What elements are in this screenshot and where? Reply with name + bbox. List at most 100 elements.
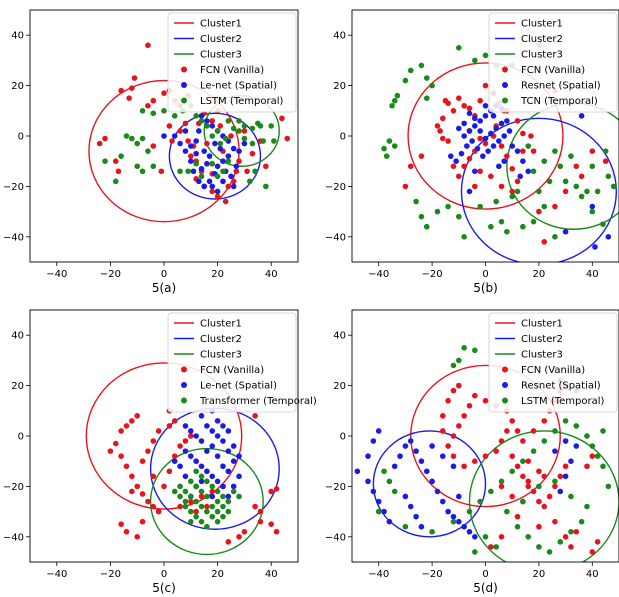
- x-tick-label: −20: [100, 569, 121, 580]
- data-point: [171, 458, 178, 465]
- data-point: [461, 133, 467, 139]
- data-point: [241, 135, 248, 142]
- data-point: [509, 453, 515, 459]
- data-point: [182, 498, 189, 505]
- y-tick-label: 20: [333, 81, 346, 92]
- legend-label: Le-net (Spatial): [200, 81, 277, 92]
- data-point: [150, 110, 157, 117]
- data-point: [472, 123, 478, 129]
- data-point: [536, 544, 542, 550]
- data-point: [112, 158, 119, 164]
- data-point: [605, 173, 612, 180]
- data-point: [504, 118, 510, 124]
- data-point: [456, 518, 462, 525]
- data-point: [407, 503, 414, 510]
- cluster-circle-3: [149, 447, 264, 556]
- data-point: [201, 148, 207, 154]
- data-point: [456, 213, 462, 220]
- data-point: [381, 468, 387, 475]
- data-point: [490, 143, 497, 149]
- data-point: [198, 518, 205, 525]
- data-point: [472, 347, 478, 354]
- data-point: [257, 508, 264, 515]
- data-point: [402, 523, 409, 530]
- x-tick-label: 0: [161, 269, 167, 280]
- data-point: [477, 498, 483, 505]
- legend-box: [167, 12, 297, 113]
- subplot-5a: −40 −20 0 20 40−40−20020405(a)Cluster1Cluste…: [3, 9, 299, 295]
- data-point: [222, 135, 229, 142]
- legend-box: [488, 12, 618, 113]
- data-point: [188, 478, 194, 485]
- data-point: [139, 135, 146, 142]
- data-point: [198, 113, 205, 119]
- data-point: [209, 513, 216, 520]
- data-point: [557, 539, 564, 545]
- data-point: [418, 523, 425, 530]
- data-point: [493, 125, 499, 132]
- data-point: [482, 453, 489, 459]
- data-point: [193, 150, 199, 157]
- x-tick-label: 40: [586, 269, 599, 280]
- data-point: [439, 453, 446, 459]
- data-point: [456, 357, 462, 364]
- data-point: [461, 345, 467, 351]
- data-point: [257, 123, 264, 129]
- data-point: [450, 108, 457, 114]
- data-point: [139, 168, 146, 175]
- data-point: [225, 498, 232, 505]
- data-point: [204, 508, 210, 515]
- data-point: [214, 498, 221, 505]
- data-point: [488, 173, 494, 180]
- data-point: [573, 163, 580, 170]
- legend-dot-marker: [181, 366, 187, 373]
- data-point: [161, 90, 167, 96]
- data-point: [485, 148, 491, 154]
- data-point: [209, 133, 216, 139]
- y-tick-label: 20: [11, 81, 24, 92]
- data-point: [552, 234, 558, 240]
- data-point: [472, 168, 478, 175]
- data-point: [509, 193, 515, 200]
- data-point: [193, 468, 199, 475]
- legend-label: Cluster1: [200, 319, 242, 330]
- data-point: [198, 438, 205, 444]
- data-point: [439, 135, 446, 142]
- data-point: [402, 183, 409, 190]
- y-tick-label: −20: [3, 482, 24, 493]
- data-point: [134, 534, 140, 540]
- data-point: [230, 145, 237, 152]
- subplot-caption: 5(c): [152, 581, 176, 595]
- data-point: [198, 493, 205, 500]
- data-point: [514, 118, 521, 124]
- data-point: [439, 498, 446, 505]
- subplot-5d: −40 −20 0 20 40−40−20020405(d)Cluster1Cluste…: [325, 309, 619, 595]
- data-point: [214, 453, 221, 459]
- y-tick-label: −40: [325, 232, 346, 243]
- data-point: [573, 443, 580, 449]
- data-point: [536, 188, 542, 195]
- legend-dot-marker: [181, 97, 187, 104]
- data-point: [394, 92, 401, 99]
- data-point: [209, 503, 216, 510]
- data-point: [413, 198, 419, 205]
- data-point: [220, 493, 226, 500]
- data-point: [456, 382, 462, 389]
- data-point: [568, 544, 574, 550]
- data-point: [230, 178, 237, 185]
- data-point: [118, 521, 124, 527]
- data-point: [541, 158, 548, 164]
- data-point: [123, 463, 130, 470]
- data-point: [129, 473, 135, 480]
- data-point: [450, 518, 457, 525]
- legend-label: LSTM (Temporal): [521, 396, 605, 407]
- data-point: [407, 438, 414, 444]
- data-point: [520, 438, 526, 444]
- y-tick-label: 40: [11, 331, 24, 342]
- data-point: [381, 145, 387, 152]
- data-point: [129, 135, 135, 142]
- data-point: [466, 528, 473, 535]
- data-point: [220, 513, 226, 520]
- data-point: [193, 513, 199, 520]
- data-point: [230, 488, 237, 495]
